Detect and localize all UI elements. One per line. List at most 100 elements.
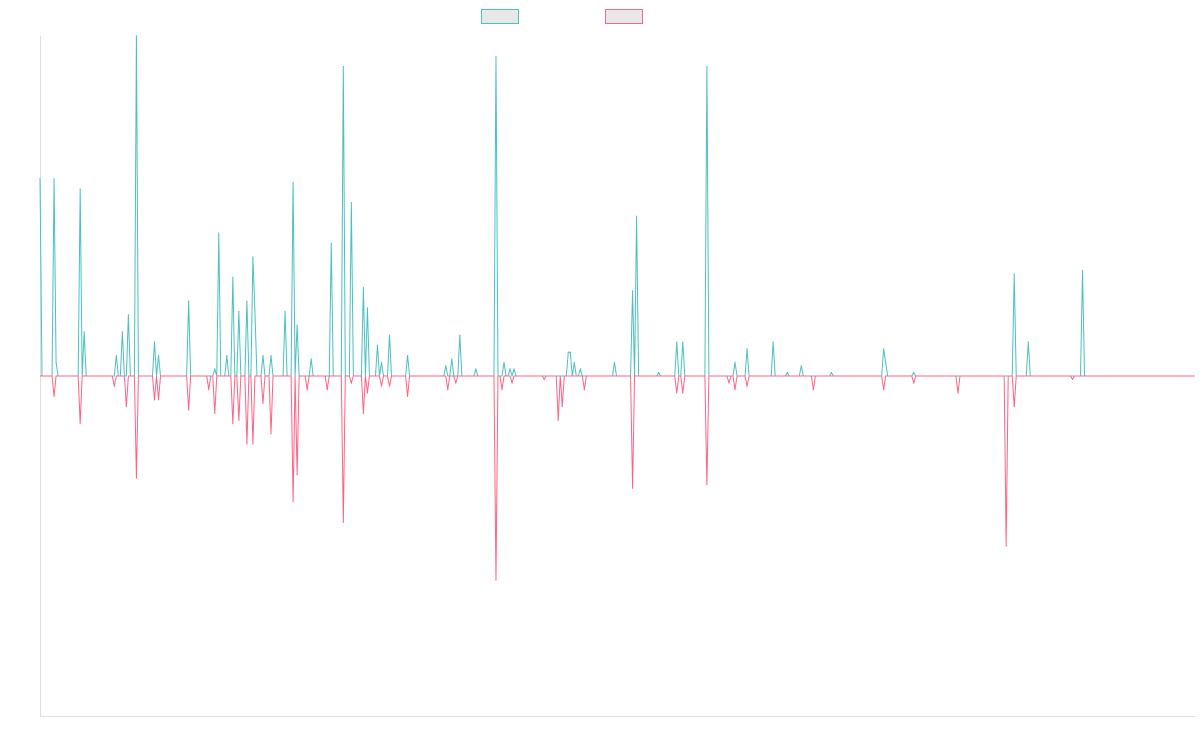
series-2-point[interactable] bbox=[583, 389, 585, 391]
series-2-point[interactable] bbox=[326, 389, 328, 391]
series-1-point[interactable] bbox=[746, 348, 748, 350]
series-1-point[interactable] bbox=[238, 310, 240, 312]
series-1-point[interactable] bbox=[296, 324, 298, 326]
series-2-point[interactable] bbox=[682, 392, 684, 394]
series-2-point[interactable] bbox=[676, 392, 678, 394]
series-1-point[interactable] bbox=[913, 372, 915, 374]
series-2-point[interactable] bbox=[1005, 545, 1007, 547]
series-2-point[interactable] bbox=[495, 579, 497, 581]
series-1-point[interactable] bbox=[342, 66, 344, 68]
series-1-point[interactable] bbox=[380, 361, 383, 363]
series-1-point[interactable] bbox=[1081, 270, 1084, 272]
series-2-point[interactable] bbox=[113, 385, 115, 387]
series-1-point[interactable] bbox=[503, 361, 505, 363]
series-1-point[interactable] bbox=[135, 35, 138, 37]
series-2-point[interactable] bbox=[455, 382, 457, 384]
series-1-point[interactable] bbox=[226, 355, 228, 357]
series-1-point[interactable] bbox=[1013, 273, 1015, 275]
series-1-point[interactable] bbox=[83, 331, 85, 333]
series-1-point[interactable] bbox=[127, 314, 129, 316]
series-1-point[interactable] bbox=[252, 256, 254, 258]
series-2-point[interactable] bbox=[706, 484, 708, 486]
series-1-point[interactable] bbox=[254, 310, 256, 312]
series-1-point[interactable] bbox=[495, 55, 497, 58]
series-1-point[interactable] bbox=[445, 365, 447, 367]
series-1-point[interactable] bbox=[153, 341, 156, 343]
series-1-point[interactable] bbox=[635, 215, 638, 217]
series-2-point[interactable] bbox=[292, 501, 294, 503]
series-2-point[interactable] bbox=[734, 389, 736, 391]
legend-swatch-series-2[interactable] bbox=[605, 9, 643, 24]
series-2-point[interactable] bbox=[631, 487, 634, 489]
series-2-point[interactable] bbox=[262, 402, 264, 404]
series-2-point[interactable] bbox=[208, 389, 210, 391]
series-2-point[interactable] bbox=[913, 382, 915, 384]
series-2-point[interactable] bbox=[350, 382, 352, 384]
series-2-point[interactable] bbox=[53, 395, 55, 397]
series-2-point[interactable] bbox=[557, 419, 559, 421]
series-1-point[interactable] bbox=[1027, 341, 1029, 343]
series-1-point[interactable] bbox=[658, 372, 660, 374]
series-1-point[interactable] bbox=[772, 341, 774, 343]
series-1-point[interactable] bbox=[350, 202, 352, 204]
series-1-point[interactable] bbox=[676, 341, 678, 343]
series-1-point[interactable] bbox=[451, 358, 453, 360]
series-1-point[interactable] bbox=[800, 365, 802, 367]
series-2-point[interactable] bbox=[728, 382, 730, 384]
series-2-point[interactable] bbox=[511, 382, 513, 384]
series-2-point[interactable] bbox=[501, 389, 503, 391]
series-2-point[interactable] bbox=[366, 392, 369, 394]
series-1-point[interactable] bbox=[567, 351, 569, 353]
series-1-point[interactable] bbox=[53, 178, 55, 180]
series-2-point[interactable] bbox=[157, 399, 160, 401]
series-2-point[interactable] bbox=[447, 389, 449, 391]
series-2-point[interactable] bbox=[252, 443, 254, 445]
series-2-point[interactable] bbox=[406, 395, 409, 397]
series-2-point[interactable] bbox=[883, 389, 885, 391]
series-1-point[interactable] bbox=[579, 368, 581, 370]
series-1-point[interactable] bbox=[830, 372, 833, 374]
series-1-point[interactable] bbox=[569, 351, 571, 353]
series-2-point[interactable] bbox=[214, 412, 216, 414]
series-2-point[interactable] bbox=[79, 423, 81, 425]
series-2-point[interactable] bbox=[296, 474, 298, 476]
series-2-point[interactable] bbox=[812, 389, 814, 391]
series-1-point[interactable] bbox=[682, 341, 684, 343]
series-1-point[interactable] bbox=[786, 372, 788, 374]
series-1-point[interactable] bbox=[734, 361, 736, 363]
series-1-point[interactable] bbox=[79, 188, 81, 190]
series-1-point[interactable] bbox=[513, 368, 515, 370]
series-2-point[interactable] bbox=[342, 521, 344, 523]
series-1-point[interactable] bbox=[330, 242, 332, 244]
series-1-point[interactable] bbox=[459, 334, 461, 336]
series-2-point[interactable] bbox=[246, 443, 248, 445]
series-2-point[interactable] bbox=[561, 406, 563, 408]
series-1-point[interactable] bbox=[262, 355, 264, 357]
series-1-point[interactable] bbox=[885, 361, 887, 363]
series-1-point[interactable] bbox=[573, 361, 575, 363]
series-2-point[interactable] bbox=[1071, 378, 1074, 380]
series-1-point[interactable] bbox=[284, 310, 286, 312]
series-2-point[interactable] bbox=[746, 385, 748, 387]
series-1-point[interactable] bbox=[366, 307, 369, 309]
series-1-point[interactable] bbox=[188, 300, 190, 302]
series-2-point[interactable] bbox=[543, 378, 545, 380]
series-1-point[interactable] bbox=[310, 358, 312, 360]
series-1-point[interactable] bbox=[292, 181, 294, 183]
series-1-point[interactable] bbox=[270, 355, 272, 357]
series-1-point[interactable] bbox=[406, 355, 409, 357]
legend-swatch-series-1[interactable] bbox=[481, 9, 519, 24]
series-2-point[interactable] bbox=[238, 419, 240, 421]
series-2-point[interactable] bbox=[135, 477, 138, 479]
series-1-point[interactable] bbox=[509, 368, 511, 370]
series-2-point[interactable] bbox=[306, 389, 308, 391]
series-1-point[interactable] bbox=[121, 331, 123, 333]
series-1-point[interactable] bbox=[376, 344, 379, 346]
series-2-point[interactable] bbox=[188, 409, 190, 411]
series-1-point[interactable] bbox=[883, 348, 885, 350]
series-1-point[interactable] bbox=[39, 178, 41, 180]
series-2-point[interactable] bbox=[380, 385, 383, 387]
series-2-point[interactable] bbox=[362, 412, 364, 414]
series-2-point[interactable] bbox=[957, 392, 959, 394]
series-1-point[interactable] bbox=[475, 368, 477, 370]
